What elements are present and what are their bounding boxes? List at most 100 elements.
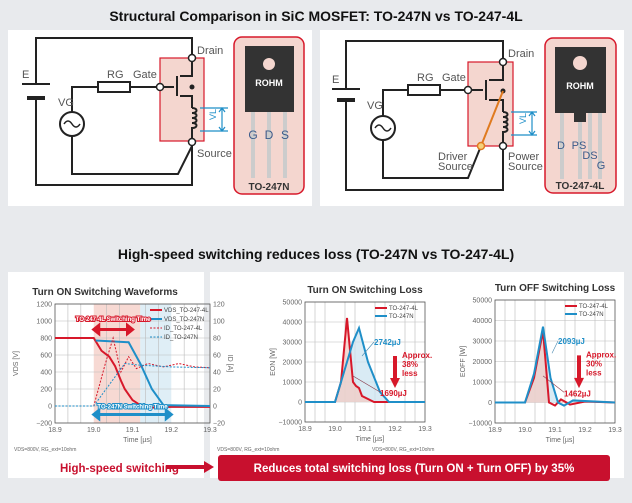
leader-line — [352, 375, 381, 393]
circuit-to2474l: E RG Gate VG Drain Driver Source Power S… — [332, 40, 543, 191]
y-tick-label: −10000 — [278, 420, 302, 427]
legend-label: ID_TO-247-4L — [164, 326, 203, 332]
legend-label: TO-247N — [389, 314, 414, 320]
pin-s: S — [281, 128, 289, 142]
series-line-VDS_TO-247N — [95, 339, 211, 407]
x-tick-label: 19.2 — [388, 426, 402, 433]
x-tick-label: 19.3 — [608, 427, 622, 434]
label-vg: VG — [58, 97, 74, 109]
package-to2474l: ROHM D PS DS G TO-247-4L — [544, 37, 617, 194]
package-to247n: ROHM G D S TO-247N — [233, 36, 305, 195]
switching-time-arrow-4l — [91, 322, 135, 337]
y-tick-label: 800 — [40, 336, 52, 343]
legend-label: TO-247N — [579, 312, 604, 318]
down-arrow-icon — [574, 355, 584, 389]
y-tick-label: 1200 — [36, 302, 52, 309]
circuit-to247n: E RG Gate VG Drain Source VL — [22, 37, 232, 186]
legend-label: TO-247-4L — [389, 306, 419, 312]
energy-label-4l: 1690µJ — [380, 389, 407, 398]
label-e: E — [332, 74, 339, 86]
reduction-label: Approx. — [586, 350, 616, 359]
resistor-rg — [97, 81, 131, 93]
inductor-icon — [502, 111, 509, 146]
y2-tick-label: 40 — [213, 370, 221, 377]
switching-time-arrow-n — [91, 407, 174, 422]
pin-d: D — [557, 140, 565, 152]
reduction-label: less — [402, 369, 418, 378]
condition-note: VDS=800V, RG_ext=10ohm — [372, 447, 434, 453]
pin-d: D — [265, 128, 274, 142]
cause-label: High-speed switching — [60, 463, 179, 475]
gate-terminal — [155, 82, 165, 92]
driver-source-path — [480, 90, 504, 147]
x-axis-label: Time [µs] — [546, 437, 575, 444]
x-tick-label: 19.0 — [328, 426, 342, 433]
label-gate: Gate — [442, 72, 466, 84]
condition-note: VDS=800V, RG_ext=10ohm — [217, 447, 279, 453]
y-tick-label: 30000 — [473, 339, 493, 346]
y-tick-label: 20000 — [473, 359, 493, 366]
leader-line — [361, 341, 375, 357]
y2-tick-label: −20 — [213, 421, 225, 428]
inductor-icon — [191, 107, 198, 142]
label-driver-source: Source — [438, 161, 473, 173]
package-boundary — [159, 57, 205, 142]
x-tick-label: 19.1 — [126, 427, 140, 434]
rohm-logo: ROHM — [566, 81, 594, 91]
package-label: TO-247-4L — [556, 181, 605, 192]
reduction-label: 38% — [402, 360, 418, 369]
reduction-label: 30% — [586, 359, 602, 368]
y2-tick-label: 100 — [213, 319, 225, 326]
y2-tick-label: 0 — [213, 404, 217, 411]
energy-label-n: 2742µJ — [374, 338, 401, 347]
legend-label: VDS_TO-247N — [164, 317, 204, 323]
leader-line — [542, 375, 565, 393]
label-gate: Gate — [133, 69, 157, 81]
x-tick-label: 18.9 — [298, 426, 312, 433]
y2-tick-label: 120 — [213, 302, 225, 309]
y-tick-label: 50000 — [473, 298, 493, 305]
x-axis-label: Time [µs] — [123, 437, 152, 444]
y-tick-label: 200 — [40, 387, 52, 394]
vl-indicator — [511, 111, 537, 136]
y2-axis-label: ID [A] — [226, 355, 233, 373]
legend-label: ID_TO-247N — [164, 335, 198, 341]
chart-title: Turn OFF Switching Loss — [495, 283, 616, 294]
top-title: Structural Comparison in SiC MOSFET: TO-… — [109, 8, 523, 24]
label-power-source: Source — [508, 161, 543, 173]
annotation-n: TO-247N Switching Time — [97, 405, 168, 411]
package-label: TO-247N — [249, 182, 290, 193]
y-axis-label: EON [W] — [270, 348, 277, 376]
y-axis-label: VDS [V] — [13, 351, 20, 376]
plot-frame — [304, 301, 426, 423]
leader-line — [551, 340, 559, 354]
y2-tick-label: 20 — [213, 387, 221, 394]
y-tick-label: 50000 — [283, 300, 303, 307]
y-tick-label: 0 — [48, 404, 52, 411]
x-axis-label: Time [µs] — [356, 436, 385, 443]
y-tick-label: 20000 — [283, 360, 303, 367]
series-line-ID_TO-247-4L — [55, 336, 211, 407]
pin-ps: PS — [572, 140, 587, 152]
y-tick-label: 10000 — [473, 380, 493, 387]
bottom-title: High-speed switching reduces loss (TO-24… — [118, 246, 514, 262]
vl-indicator — [200, 107, 228, 132]
pin-g: G — [597, 160, 606, 172]
down-arrow-icon — [390, 356, 400, 388]
result-text: Reduces total switching loss (Turn ON + … — [254, 463, 575, 475]
source-terminal — [187, 137, 197, 147]
series-line-TO-247N — [495, 326, 616, 407]
label-vl: VL — [208, 109, 218, 120]
label-vg: VG — [367, 100, 383, 112]
y-tick-label: −10000 — [468, 421, 492, 428]
label-rg: RG — [107, 69, 124, 81]
y-tick-label: 400 — [40, 370, 52, 377]
rohm-logo: ROHM — [255, 78, 283, 88]
energy-label-4l: 1462µJ — [564, 389, 591, 398]
label-drain: Drain — [197, 45, 223, 57]
label-drain: Drain — [508, 48, 534, 60]
x-tick-label: 19.1 — [548, 427, 562, 434]
y-tick-label: 0 — [488, 400, 492, 407]
plot-frame — [494, 299, 616, 424]
